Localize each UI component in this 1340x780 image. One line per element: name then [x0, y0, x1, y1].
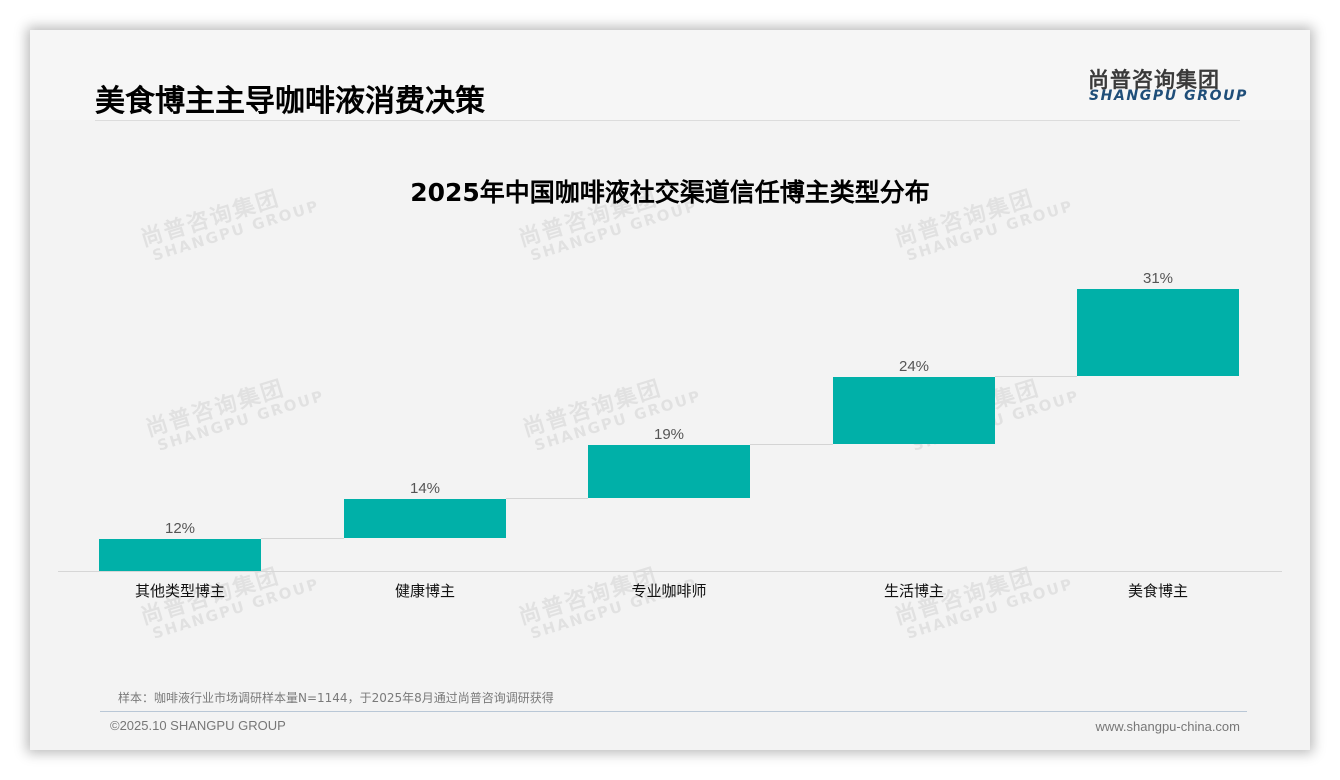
connector-line: [261, 538, 344, 539]
bar-其他类型博主: [99, 539, 261, 572]
header-band: [30, 30, 1310, 120]
value-label: 12%: [164, 520, 196, 537]
category-label: 专业咖啡师: [631, 582, 707, 600]
connector-line: [750, 444, 833, 445]
logo-en: SHANGPU GROUP: [1089, 88, 1248, 104]
bar-健康博主: [344, 499, 506, 538]
category-label: 健康博主: [394, 582, 455, 600]
footer-divider: [100, 711, 1247, 712]
header-divider: [95, 120, 1240, 121]
value-label: 24%: [898, 358, 930, 375]
copyright: ©2025.10 SHANGPU GROUP: [110, 718, 286, 733]
slide: 尚普咨询集团 SHANGPU GROUP 尚普咨询集团 SHANGPU GROUP …: [30, 30, 1310, 750]
bar-美食博主: [1077, 289, 1239, 376]
bar-专业咖啡师: [588, 445, 750, 498]
category-label: 美食博主: [1127, 582, 1188, 600]
website-link[interactable]: www.shangpu-china.com: [1095, 719, 1240, 734]
connector-line: [506, 498, 588, 499]
logo-cn: 尚普咨询集团: [1088, 68, 1220, 92]
category-label: 其他类型博主: [134, 582, 225, 600]
connector-line: [995, 376, 1077, 377]
value-label: 31%: [1142, 270, 1174, 287]
value-label: 14%: [409, 480, 441, 497]
x-axis-line: [58, 571, 1282, 572]
category-label: 生活博主: [883, 582, 944, 600]
sample-note: 样本：咖啡液行业市场调研样本量N=1144，于2025年8月通过尚普咨询调研获得: [118, 691, 554, 705]
page-title: 美食博主主导咖啡液消费决策: [95, 84, 485, 119]
chart-title: 2025年中国咖啡液社交渠道信任博主类型分布: [410, 178, 930, 207]
bar-生活博主: [833, 377, 995, 444]
value-label: 19%: [653, 426, 685, 443]
